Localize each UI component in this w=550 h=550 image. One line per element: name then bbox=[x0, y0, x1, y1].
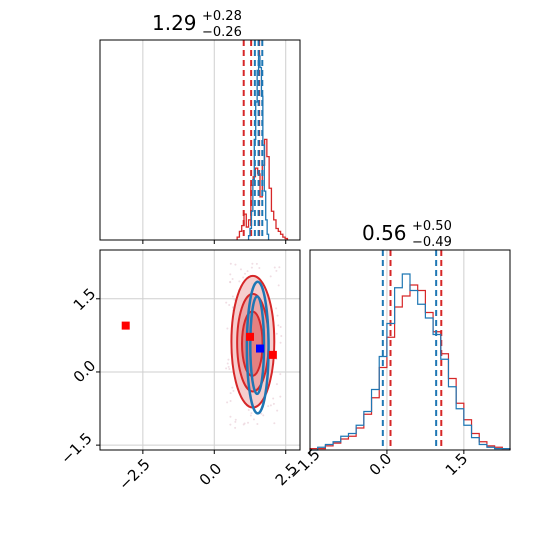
sample-dot bbox=[247, 408, 250, 411]
sample-dot bbox=[278, 266, 281, 269]
marginal-param-1-title: 1.29 +0.28 −0.26 bbox=[152, 9, 242, 40]
sample-dot bbox=[234, 426, 237, 429]
sample-dot bbox=[273, 266, 276, 269]
sample-dot bbox=[246, 270, 249, 273]
joint-xtick-label: 0.0 bbox=[196, 460, 226, 490]
sample-dot bbox=[273, 422, 276, 425]
sample-dot bbox=[277, 324, 280, 327]
sample-dot bbox=[249, 414, 252, 417]
sample-dot bbox=[272, 397, 275, 400]
sample-dot bbox=[229, 423, 232, 426]
sample-dot bbox=[231, 295, 234, 298]
joint-xtick-label: −2.5 bbox=[115, 455, 153, 493]
sample-dot bbox=[275, 307, 278, 310]
joint-ytick-label: 0.0 bbox=[70, 357, 100, 387]
sample-dot bbox=[269, 275, 272, 278]
sample-dot bbox=[233, 298, 236, 301]
joint-ytick-label: −1.5 bbox=[57, 429, 95, 467]
sample-dot bbox=[250, 412, 253, 415]
sample-dot bbox=[239, 268, 242, 271]
sample-dot bbox=[229, 273, 232, 276]
histogram-step-line bbox=[310, 273, 511, 451]
sample-dot bbox=[252, 418, 255, 421]
point-marker bbox=[268, 350, 277, 359]
sample-dot bbox=[226, 362, 229, 365]
title-plus: +0.28 bbox=[202, 9, 242, 24]
sample-dot bbox=[279, 326, 282, 329]
sample-dot bbox=[279, 341, 282, 344]
joint-ytick-label: 1.5 bbox=[70, 285, 100, 315]
sample-dot bbox=[277, 284, 280, 287]
sample-dot bbox=[275, 269, 278, 272]
sample-dot bbox=[243, 422, 246, 425]
sample-dot bbox=[247, 421, 250, 424]
sample-dot bbox=[229, 399, 232, 402]
sample-dot bbox=[279, 373, 282, 376]
sample-dot bbox=[267, 405, 270, 408]
marginal-param-1-panel bbox=[99, 39, 301, 244]
sample-dot bbox=[250, 266, 253, 269]
joint-param-panel bbox=[96, 249, 301, 454]
sample-dot bbox=[276, 409, 279, 412]
sample-dot bbox=[272, 402, 275, 405]
sample-dot bbox=[229, 280, 232, 283]
sample-dot bbox=[279, 395, 282, 398]
title-median: 0.56 bbox=[362, 221, 407, 245]
sample-dot bbox=[238, 280, 241, 283]
sample-dot bbox=[225, 367, 228, 370]
title-median: 1.29 bbox=[152, 11, 197, 35]
title-minus: −0.26 bbox=[202, 25, 242, 40]
title-plus: +0.50 bbox=[412, 219, 452, 234]
marginal-param-2-title: 0.56 +0.50 −0.49 bbox=[362, 219, 452, 250]
sample-dot bbox=[227, 358, 230, 361]
sample-dot bbox=[225, 301, 228, 304]
sample-dot bbox=[269, 404, 272, 407]
sample-dot bbox=[234, 420, 237, 423]
sample-dot bbox=[229, 392, 232, 395]
point-marker bbox=[256, 344, 264, 353]
histogram-step-line bbox=[309, 284, 511, 450]
sample-dot bbox=[262, 414, 265, 417]
sample-dot bbox=[258, 267, 261, 270]
axes-frame bbox=[309, 249, 511, 451]
sample-dot bbox=[244, 272, 247, 275]
sample-dot bbox=[276, 314, 279, 317]
sample-dot bbox=[260, 412, 263, 415]
sample-dot bbox=[231, 386, 234, 389]
density-contour bbox=[245, 280, 270, 415]
marginal-param-2-panel bbox=[309, 249, 511, 454]
sample-dot bbox=[234, 418, 237, 421]
sample-dot bbox=[229, 262, 232, 265]
sample-dot bbox=[255, 262, 258, 265]
axes-frame bbox=[99, 249, 301, 451]
sample-dot bbox=[228, 304, 231, 307]
sample-dot bbox=[242, 276, 245, 279]
axes-frame bbox=[99, 39, 301, 241]
sample-dot bbox=[251, 262, 254, 265]
point-marker bbox=[246, 332, 254, 341]
marginal-2-xtick-label: 1.5 bbox=[442, 450, 472, 480]
sample-dot bbox=[280, 335, 283, 338]
title-minus: −0.49 bbox=[412, 235, 452, 250]
sample-dot bbox=[227, 365, 230, 368]
point-marker bbox=[121, 321, 130, 330]
sample-dot bbox=[275, 332, 278, 335]
marginal-2-xtick-label: 0.0 bbox=[366, 450, 396, 480]
sample-dot bbox=[226, 401, 229, 404]
sample-dot bbox=[228, 368, 231, 371]
marginal-2-xtick-label: −1.5 bbox=[285, 445, 323, 483]
sample-dot bbox=[231, 277, 234, 280]
sample-dot bbox=[256, 423, 259, 426]
sample-dot bbox=[234, 263, 237, 266]
sample-dot bbox=[232, 389, 235, 392]
sample-dot bbox=[275, 383, 278, 386]
sample-dot bbox=[229, 415, 232, 418]
sample-dot bbox=[226, 327, 229, 330]
